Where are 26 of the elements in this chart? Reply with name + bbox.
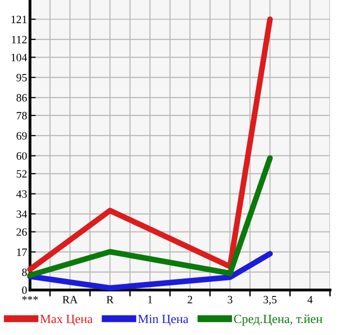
y-tick-label: 26 bbox=[16, 228, 27, 236]
x-tick-label: RA bbox=[62, 296, 78, 304]
y-tick-label: 34 bbox=[16, 210, 28, 218]
y-tick-label: 8 bbox=[22, 268, 27, 276]
y-tick-label: 69 bbox=[16, 132, 27, 140]
legend-label: Min Цена bbox=[138, 314, 188, 326]
y-tick-label: 121 bbox=[12, 16, 27, 24]
x-tick-label: 1 bbox=[148, 296, 152, 304]
y-tick-label: 17 bbox=[17, 248, 27, 256]
legend-label: Max Цена bbox=[40, 314, 93, 326]
legend-label: Сред.Цена, т.йен bbox=[234, 314, 322, 326]
y-tick-label: 86 bbox=[16, 94, 27, 102]
x-tick-label: 2 bbox=[188, 296, 192, 304]
y-tick-label: 78 bbox=[16, 112, 27, 120]
x-tick-label: *** bbox=[22, 296, 38, 300]
y-tick-label: 104 bbox=[12, 54, 28, 62]
y-tick-label: 43 bbox=[16, 190, 27, 198]
y-tick-label: 112 bbox=[12, 36, 27, 44]
x-tick-label: R bbox=[106, 296, 114, 304]
y-tick-label: 95 bbox=[16, 74, 27, 82]
y-tick-label: 52 bbox=[16, 170, 27, 178]
x-tick-label: 3 bbox=[228, 296, 232, 304]
x-tick-label: 4 bbox=[307, 296, 313, 304]
y-tick-label: 60 bbox=[16, 152, 27, 160]
y-tick-label: 0 bbox=[22, 286, 27, 294]
x-tick-label: 3,5 bbox=[264, 296, 277, 305]
